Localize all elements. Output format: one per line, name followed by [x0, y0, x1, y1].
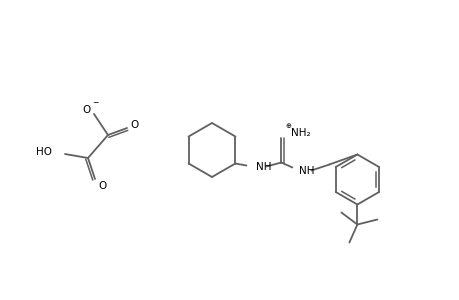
Text: NH: NH	[256, 163, 271, 172]
Text: O: O	[99, 181, 107, 191]
Text: NH₂: NH₂	[291, 128, 310, 137]
Text: −: −	[92, 98, 98, 107]
Text: HO: HO	[36, 147, 52, 157]
Text: NH: NH	[299, 167, 314, 176]
Text: O: O	[83, 105, 91, 115]
Text: O: O	[131, 120, 139, 130]
Text: ⊕: ⊕	[285, 122, 291, 128]
